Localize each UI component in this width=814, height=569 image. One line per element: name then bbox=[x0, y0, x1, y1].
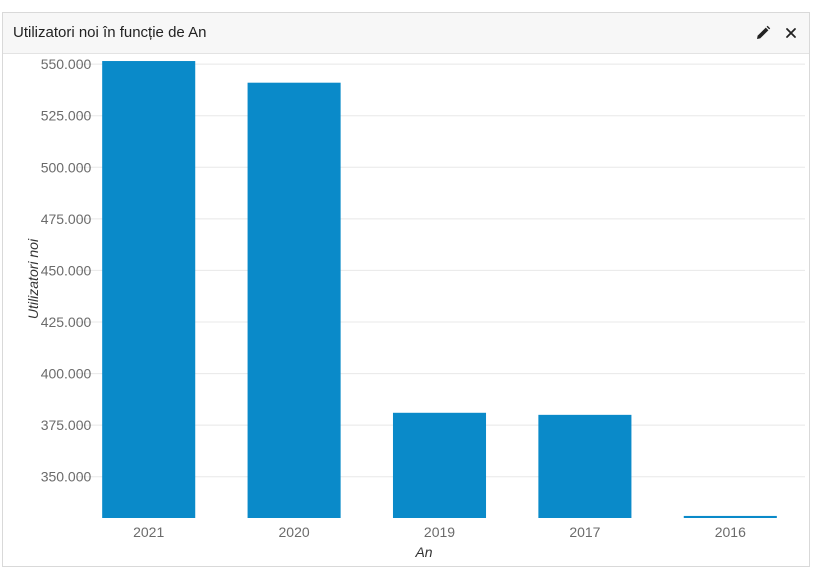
bar-2020 bbox=[247, 82, 341, 518]
x-tick-label: 2019 bbox=[424, 524, 455, 540]
x-tick-label: 2021 bbox=[133, 524, 164, 540]
y-tick-label: 400.000 bbox=[41, 366, 92, 382]
widget-title: Utilizatori noi în funcție de An bbox=[13, 24, 207, 41]
y-tick-label: 375.000 bbox=[41, 417, 92, 433]
y-tick-label: 475.000 bbox=[41, 211, 92, 227]
bar-2016 bbox=[683, 515, 777, 518]
close-icon[interactable] bbox=[781, 23, 801, 43]
pencil-icon[interactable] bbox=[753, 23, 773, 43]
bar-2019 bbox=[392, 412, 487, 518]
y-tick-label: 525.000 bbox=[41, 108, 92, 124]
widget-header: Utilizatori noi în funcție de An bbox=[3, 13, 809, 54]
y-tick-label: 450.000 bbox=[41, 262, 92, 278]
y-tick-label: 350.000 bbox=[41, 469, 92, 485]
y-tick-label: 500.000 bbox=[41, 159, 92, 175]
x-tick-label: 2020 bbox=[279, 524, 310, 540]
y-tick-label: 550.000 bbox=[41, 56, 92, 72]
x-tick-label: 2017 bbox=[569, 524, 600, 540]
bar-2021 bbox=[102, 61, 196, 519]
bar-2017 bbox=[538, 414, 632, 518]
x-axis-title: An bbox=[414, 544, 432, 560]
y-axis-title: Utilizatori noi bbox=[25, 238, 41, 319]
x-tick-label: 2016 bbox=[715, 524, 746, 540]
y-tick-label: 425.000 bbox=[41, 314, 92, 330]
